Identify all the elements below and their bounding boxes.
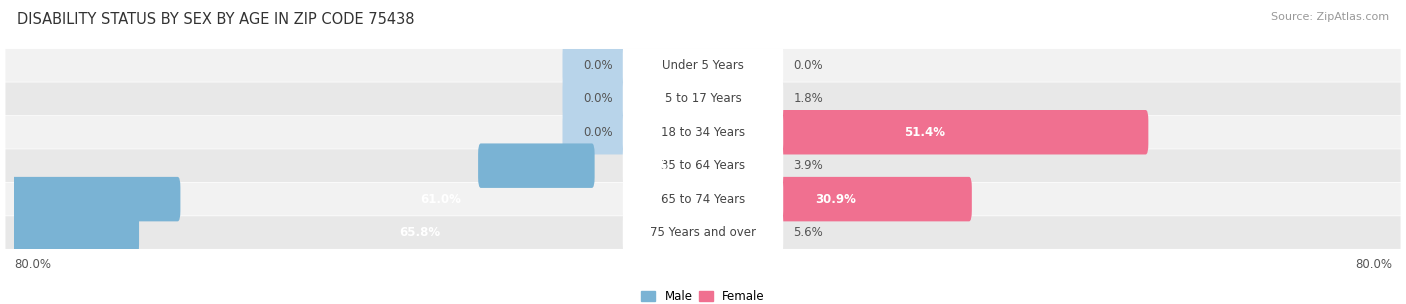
- Legend: Male, Female: Male, Female: [637, 285, 769, 304]
- FancyBboxPatch shape: [700, 77, 721, 121]
- FancyBboxPatch shape: [0, 177, 180, 221]
- FancyBboxPatch shape: [6, 116, 1400, 149]
- Text: 5 to 17 Years: 5 to 17 Years: [665, 92, 741, 105]
- Text: 5.6%: 5.6%: [793, 226, 823, 239]
- FancyBboxPatch shape: [623, 177, 783, 221]
- FancyBboxPatch shape: [700, 143, 740, 188]
- Text: 30.9%: 30.9%: [815, 193, 856, 206]
- Text: DISABILITY STATUS BY SEX BY AGE IN ZIP CODE 75438: DISABILITY STATUS BY SEX BY AGE IN ZIP C…: [17, 12, 415, 27]
- FancyBboxPatch shape: [562, 77, 637, 121]
- Text: 75 Years and over: 75 Years and over: [650, 226, 756, 239]
- Text: 18 to 34 Years: 18 to 34 Years: [661, 126, 745, 139]
- Text: 65 to 74 Years: 65 to 74 Years: [661, 193, 745, 206]
- FancyBboxPatch shape: [623, 143, 783, 188]
- Text: 12.9%: 12.9%: [627, 159, 668, 172]
- Text: 3.9%: 3.9%: [793, 159, 823, 172]
- FancyBboxPatch shape: [700, 110, 1149, 154]
- FancyBboxPatch shape: [6, 216, 1400, 249]
- FancyBboxPatch shape: [6, 183, 1400, 216]
- FancyBboxPatch shape: [700, 177, 972, 221]
- Text: 0.0%: 0.0%: [583, 92, 613, 105]
- FancyBboxPatch shape: [6, 82, 1400, 115]
- Text: 80.0%: 80.0%: [14, 257, 51, 271]
- FancyBboxPatch shape: [623, 110, 783, 154]
- FancyBboxPatch shape: [562, 43, 637, 88]
- Text: 0.0%: 0.0%: [793, 59, 823, 72]
- Text: 61.0%: 61.0%: [420, 193, 461, 206]
- FancyBboxPatch shape: [6, 149, 1400, 182]
- Text: Under 5 Years: Under 5 Years: [662, 59, 744, 72]
- FancyBboxPatch shape: [478, 143, 595, 188]
- FancyBboxPatch shape: [700, 210, 754, 255]
- FancyBboxPatch shape: [623, 43, 783, 88]
- Text: 0.0%: 0.0%: [583, 126, 613, 139]
- FancyBboxPatch shape: [623, 210, 783, 255]
- Text: 51.4%: 51.4%: [904, 126, 945, 139]
- Text: 80.0%: 80.0%: [1355, 257, 1392, 271]
- FancyBboxPatch shape: [0, 210, 139, 255]
- Text: 0.0%: 0.0%: [583, 59, 613, 72]
- FancyBboxPatch shape: [623, 77, 783, 121]
- Text: 35 to 64 Years: 35 to 64 Years: [661, 159, 745, 172]
- Text: Source: ZipAtlas.com: Source: ZipAtlas.com: [1271, 12, 1389, 22]
- FancyBboxPatch shape: [562, 110, 637, 154]
- FancyBboxPatch shape: [700, 43, 775, 88]
- Text: 65.8%: 65.8%: [399, 226, 440, 239]
- FancyBboxPatch shape: [6, 49, 1400, 82]
- Text: 1.8%: 1.8%: [793, 92, 823, 105]
